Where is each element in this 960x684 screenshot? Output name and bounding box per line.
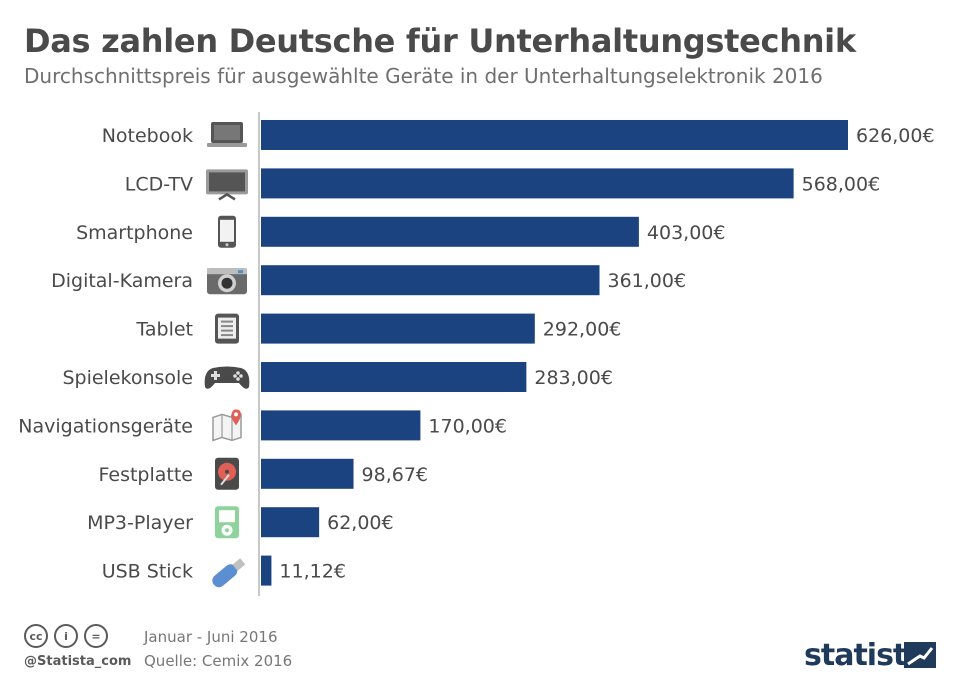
- bars: Notebook 626,00€ LCD-TV 568,00€ Smartphone 40…: [18, 120, 935, 586]
- category-icons: [204, 122, 250, 588]
- value-label: 11,12€: [279, 561, 345, 583]
- tv-icon: [206, 169, 248, 201]
- bar-lcd-tv: [261, 168, 794, 199]
- value-label: 626,00€: [856, 125, 935, 147]
- data-period: Januar - Juni 2016: [144, 628, 278, 646]
- value-label: 98,67€: [362, 464, 428, 486]
- category-label: Digital-Kamera: [51, 270, 193, 292]
- laptop-icon: [207, 122, 247, 147]
- tablet-icon: [215, 313, 239, 344]
- statista-logo-icon: [904, 642, 936, 668]
- harddrive-icon: [215, 457, 239, 490]
- cc-icon: cc: [24, 624, 48, 648]
- category-label: MP3-Player: [87, 512, 193, 534]
- value-label: 170,00€: [428, 415, 507, 437]
- gamepad-icon: [204, 366, 250, 389]
- chart-title: Das zahlen Deutsche für Unterhaltungstec…: [24, 22, 856, 60]
- data-source: Quelle: Cemix 2016: [144, 652, 293, 670]
- value-label: 361,00€: [608, 270, 687, 292]
- camera-icon: [207, 268, 247, 295]
- bar-notebook: [261, 120, 848, 150]
- category-label: Navigationsgeräte: [18, 415, 193, 437]
- mp3-player-icon: [215, 506, 239, 539]
- bar-navigationsger-te: [261, 410, 421, 441]
- statista-handle: @Statista_com: [24, 654, 132, 669]
- cc-by-icon: i: [54, 624, 78, 648]
- category-label: Smartphone: [76, 222, 193, 244]
- map-pin-icon: [212, 409, 242, 442]
- cc-nd-icon: =: [84, 624, 108, 648]
- value-label: 292,00€: [543, 319, 622, 341]
- category-label: LCD-TV: [125, 173, 193, 195]
- bar-mp3-player: [261, 507, 320, 538]
- value-label: 568,00€: [802, 173, 881, 195]
- bar-festplatte: [261, 458, 354, 489]
- chart-subtitle: Durchschnittspreis für ausgewählte Gerät…: [24, 64, 823, 88]
- category-label: Spielekonsole: [62, 367, 193, 389]
- category-label: Festplatte: [99, 464, 194, 486]
- value-label: 62,00€: [327, 512, 393, 534]
- bar-usb-stick: [261, 555, 272, 586]
- bar-tablet: [261, 313, 535, 344]
- value-label: 283,00€: [534, 367, 613, 389]
- bar-smartphone: [261, 216, 639, 247]
- smartphone-icon: [218, 215, 236, 248]
- category-label: USB Stick: [102, 561, 193, 583]
- usb-stick-icon: [212, 558, 246, 588]
- license-icons: cc i =: [24, 624, 108, 648]
- category-label: Tablet: [135, 319, 193, 341]
- bar-chart: Notebook 626,00€ LCD-TV 568,00€ Smartphone 40…: [18, 112, 935, 596]
- value-label: 403,00€: [647, 222, 726, 244]
- bar-digital-kamera: [261, 265, 600, 296]
- bar-spielekonsole: [261, 362, 527, 392]
- category-label: Notebook: [102, 125, 193, 147]
